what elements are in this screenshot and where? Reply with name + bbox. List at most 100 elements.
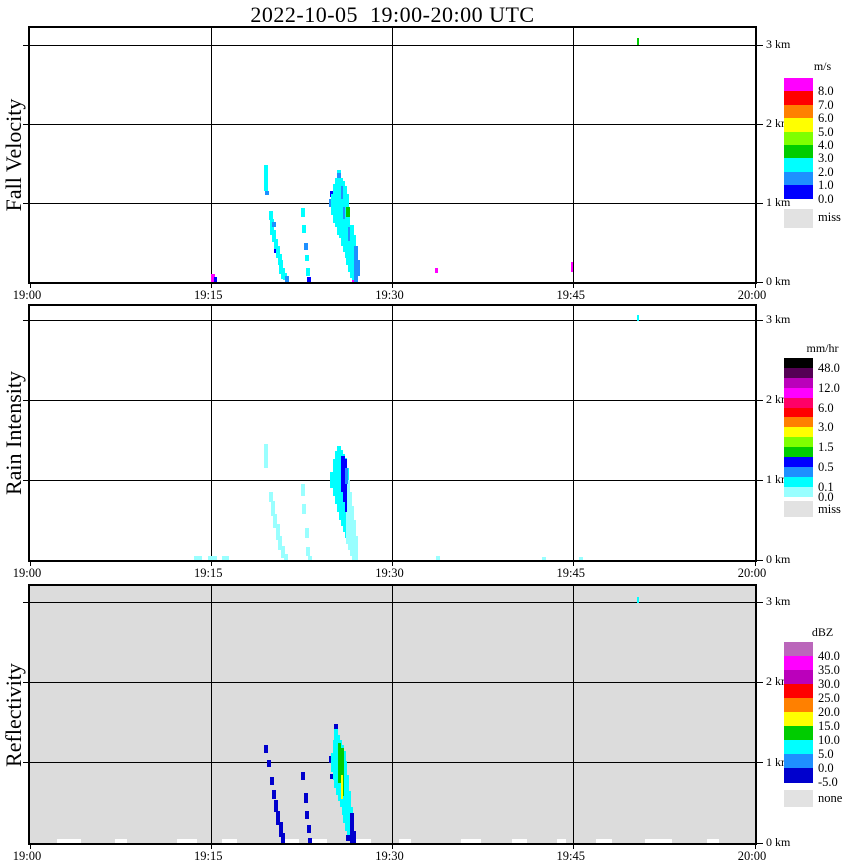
data-cell <box>267 760 272 767</box>
chart-title: 2022-10-05 19:00-20:00 UTC <box>250 2 535 27</box>
data-cell <box>334 451 339 504</box>
y-tick-right <box>757 681 763 683</box>
data-cell <box>280 545 285 559</box>
data-cell <box>270 500 275 516</box>
data-cell <box>301 772 306 781</box>
data-cell <box>353 536 358 560</box>
data-cell <box>303 793 308 803</box>
x-tick-label: 19:30 <box>375 288 404 302</box>
data-cell <box>636 597 639 603</box>
data-cell <box>304 528 309 538</box>
data-cell <box>461 839 481 843</box>
data-cell <box>303 242 308 251</box>
data-cell <box>210 274 215 282</box>
legend-miss-swatch <box>784 500 813 517</box>
data-cell <box>222 839 237 843</box>
data-cell <box>334 724 339 729</box>
legend-label: 5.0 <box>818 747 834 761</box>
gridline-vertical <box>573 28 575 282</box>
data-cell <box>268 492 273 503</box>
data-cell <box>276 810 281 826</box>
y-tick-right <box>757 44 763 46</box>
x-tick <box>573 562 575 566</box>
data-cell <box>300 207 305 218</box>
x-tick-label: 19:15 <box>194 288 223 302</box>
data-cell <box>222 556 230 560</box>
data-cell <box>351 831 356 843</box>
legend-swatch <box>784 185 813 200</box>
gridline-horizontal <box>30 479 755 481</box>
y-tick-label: 3 km <box>766 312 791 326</box>
legend-swatch <box>784 158 813 173</box>
legend-swatch <box>784 437 813 448</box>
data-cell <box>307 556 312 560</box>
data-cell <box>275 245 280 259</box>
gridline-horizontal <box>30 601 755 603</box>
legend-swatch <box>784 145 813 159</box>
data-cell <box>636 315 639 321</box>
y-tick-right <box>757 319 763 321</box>
legend-swatch <box>784 466 813 478</box>
x-tick-label: 19:30 <box>375 849 404 863</box>
legend-swatch <box>784 740 813 755</box>
x-tick <box>29 284 31 288</box>
data-cell <box>268 210 273 221</box>
legend-label: 6.0 <box>818 400 834 415</box>
x-tick-label: 19:45 <box>556 849 586 863</box>
x-tick <box>210 562 212 566</box>
data-cell <box>345 835 350 842</box>
data-cell <box>302 225 307 233</box>
y-tick-right <box>757 479 763 481</box>
data-cell <box>272 790 277 799</box>
legend-title-rain-intensity: mm/hr <box>806 341 839 355</box>
data-cell <box>435 267 439 274</box>
data-cell <box>338 177 343 239</box>
gridline-vertical <box>392 586 393 843</box>
data-cell <box>645 839 672 843</box>
data-cell <box>307 839 328 843</box>
x-tick <box>754 562 756 566</box>
legend-swatch <box>784 417 813 428</box>
x-tick <box>392 562 393 566</box>
data-cell <box>306 825 311 834</box>
data-cell <box>307 277 312 282</box>
data-cell <box>300 484 305 496</box>
y-tick-left <box>23 123 28 125</box>
legend-swatch <box>784 698 813 713</box>
x-tick <box>754 845 756 849</box>
legend-swatch <box>784 397 813 408</box>
x-tick-label: 19:00 <box>12 566 42 580</box>
gridline-horizontal <box>30 44 755 46</box>
y-tick-label: 0 km <box>766 835 791 849</box>
data-cell <box>398 839 411 843</box>
x-tick <box>754 284 756 288</box>
data-cell <box>194 556 202 560</box>
y-tick-left <box>23 601 28 603</box>
legend-title-reflectivity: dBZ <box>811 625 834 639</box>
data-cell <box>207 556 218 560</box>
x-tick-label: 20:00 <box>737 566 767 580</box>
legend-swatch <box>784 427 813 438</box>
y-axis-title-rain-intensity: Rain Intensity <box>1 370 26 496</box>
legend-miss-label: miss <box>818 501 841 516</box>
legend-swatch <box>784 768 813 783</box>
legend-swatch <box>784 457 813 468</box>
data-cell <box>282 839 300 843</box>
legend-swatch <box>784 754 813 769</box>
y-tick-label: 0 km <box>766 552 791 566</box>
data-cell <box>263 745 268 753</box>
gridline-horizontal <box>30 399 755 401</box>
legend-miss-swatch <box>784 208 813 228</box>
legend-title-fall-velocity: m/s <box>813 59 832 73</box>
data-cell <box>278 822 283 837</box>
y-tick-left <box>23 681 28 683</box>
gridline-horizontal <box>30 681 755 683</box>
x-tick <box>573 284 575 288</box>
data-cell <box>305 267 310 276</box>
data-cell <box>595 839 613 843</box>
y-tick-left <box>23 319 28 321</box>
data-cell <box>436 556 441 560</box>
gridline-vertical <box>573 306 575 560</box>
y-tick-left <box>23 399 28 401</box>
data-cell <box>330 773 335 779</box>
